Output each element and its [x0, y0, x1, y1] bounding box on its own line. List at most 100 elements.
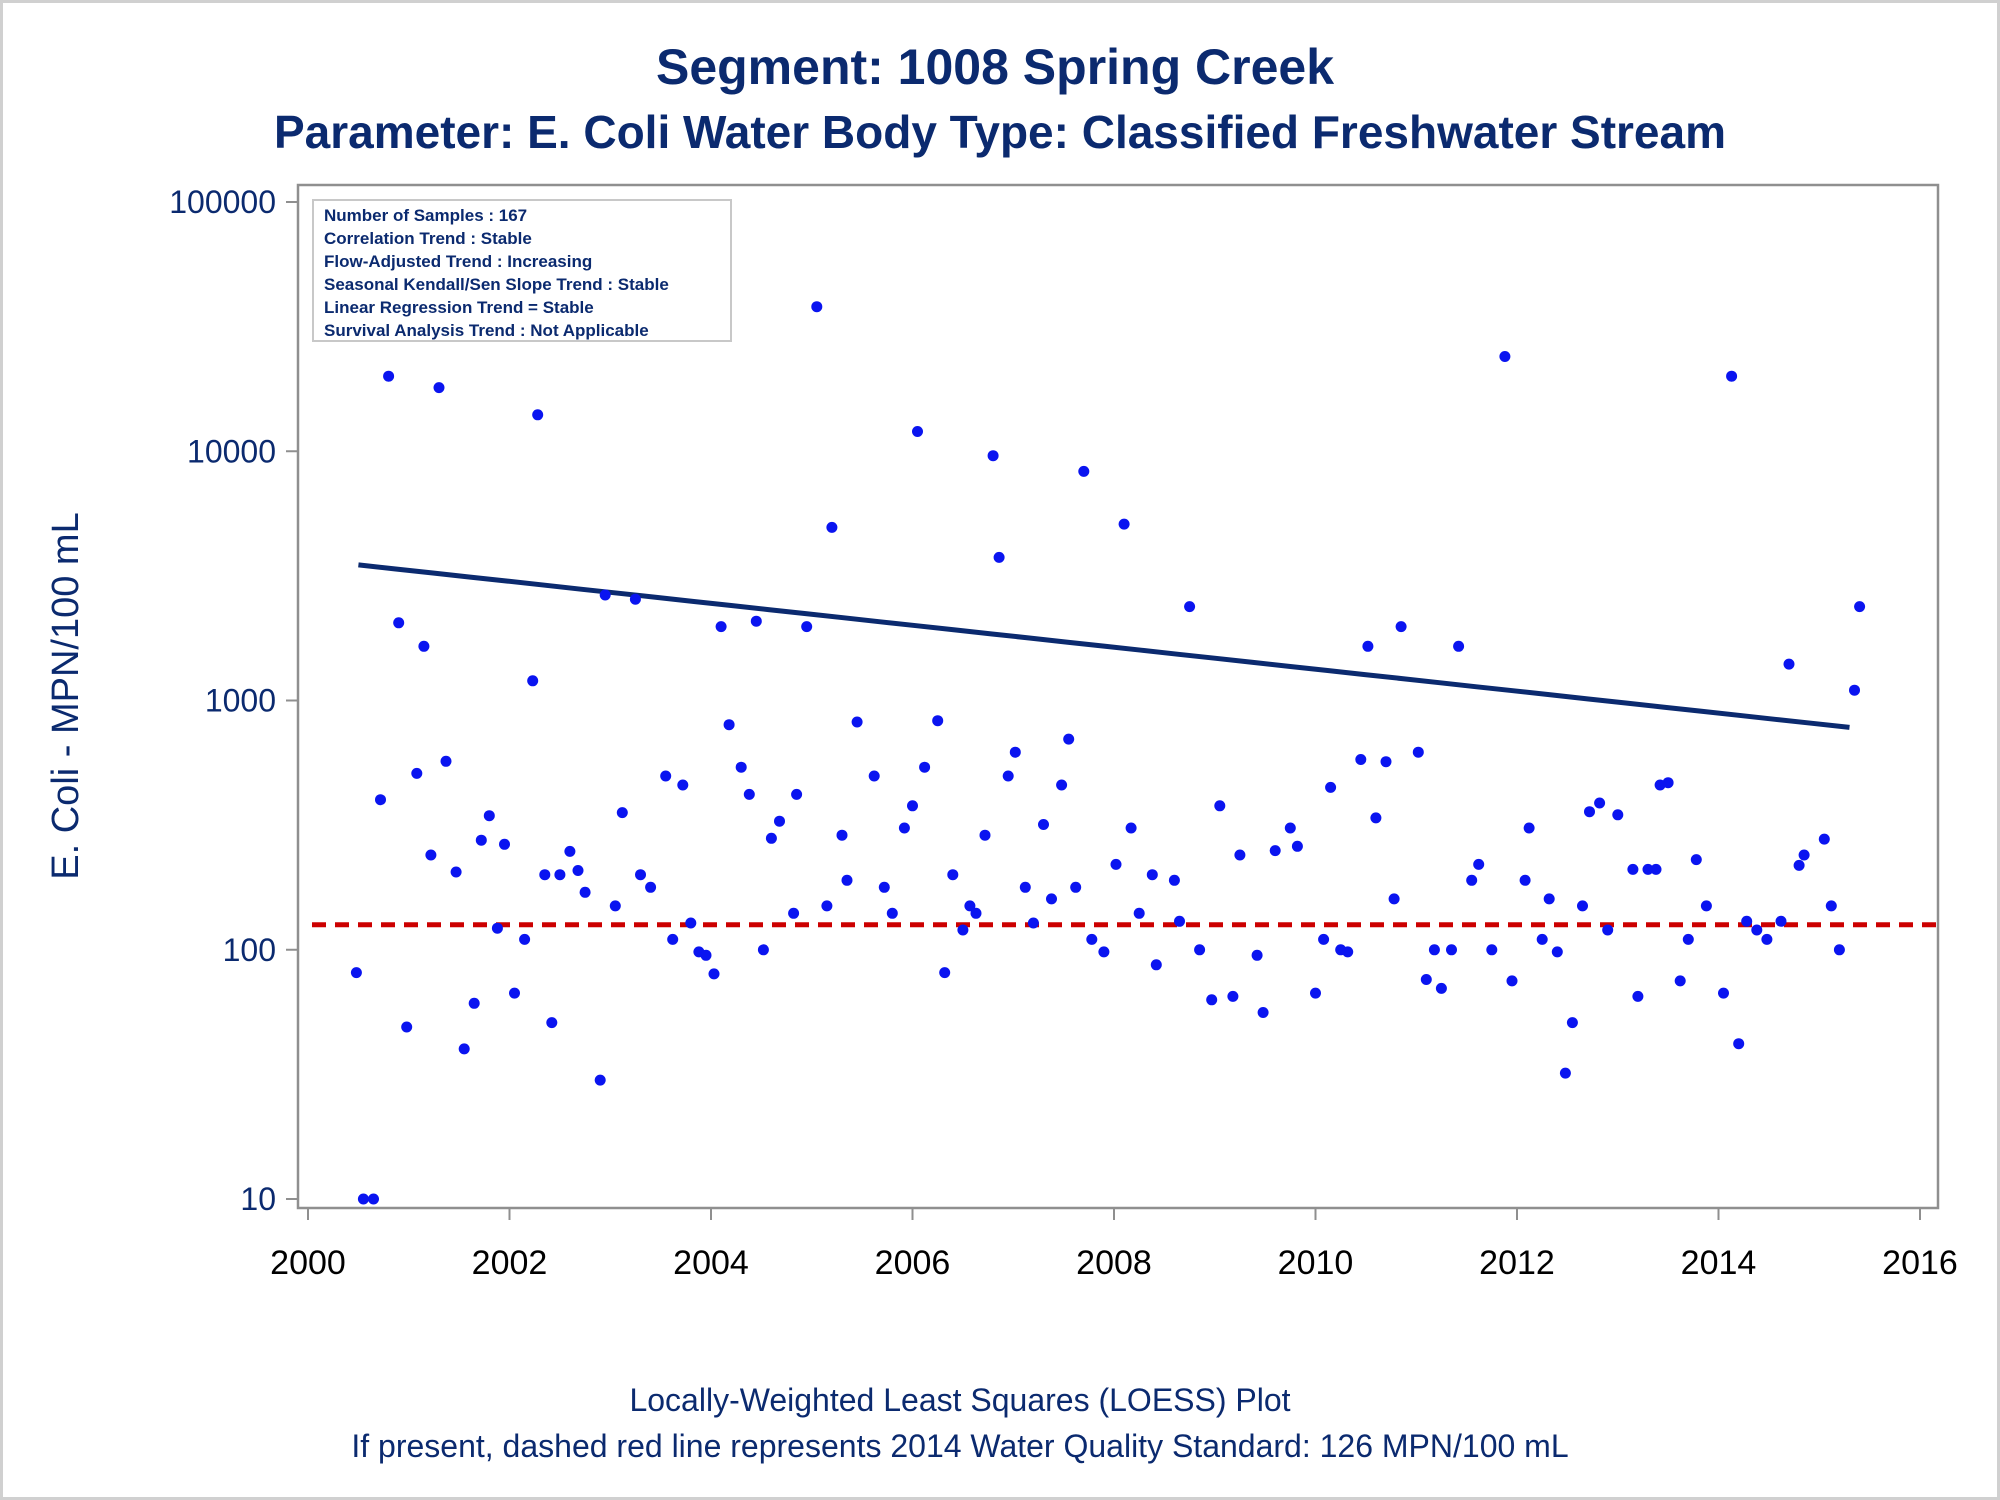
- data-point: [554, 869, 566, 881]
- y-axis: 10 100 1000 10000 100000: [169, 184, 298, 1217]
- data-point: [750, 615, 762, 627]
- data-point: [1783, 658, 1795, 670]
- data-point: [979, 829, 991, 841]
- data-point: [1584, 806, 1595, 818]
- data-point: [708, 968, 720, 980]
- data-point: [1566, 1017, 1578, 1029]
- data-point: [1775, 915, 1787, 927]
- data-point: [791, 788, 803, 800]
- data-point: [594, 1074, 606, 1086]
- stats-box-border: [312, 199, 732, 342]
- data-point: [1682, 933, 1694, 945]
- data-point: [743, 788, 755, 800]
- data-point: [468, 997, 480, 1009]
- data-point: [1519, 874, 1531, 886]
- data-point: [368, 1193, 379, 1205]
- data-point: [1019, 881, 1031, 893]
- data-point: [685, 917, 697, 929]
- data-point: [1284, 822, 1296, 834]
- plot-area: [296, 183, 1940, 1210]
- data-point: [774, 815, 785, 827]
- x-tick-label: 2006: [875, 1244, 951, 1282]
- data-point: [660, 770, 672, 782]
- data-point: [1700, 900, 1712, 912]
- data-point: [411, 767, 423, 779]
- data-point: [964, 900, 976, 912]
- data-point: [1146, 869, 1158, 881]
- data-point: [878, 881, 890, 893]
- data-point: [1632, 990, 1644, 1002]
- data-point: [1446, 944, 1457, 956]
- data-point: [851, 716, 863, 728]
- data-point: [1194, 944, 1206, 956]
- data-point: [1098, 946, 1110, 958]
- x-tick-label: 2008: [1076, 1244, 1152, 1282]
- data-point: [1269, 845, 1281, 857]
- data-point: [1078, 465, 1090, 477]
- data-point: [1251, 949, 1263, 961]
- data-point: [677, 779, 689, 791]
- data-point: [572, 865, 584, 876]
- data-point: [1435, 982, 1447, 994]
- data-point: [1388, 893, 1400, 905]
- data-point: [1174, 915, 1185, 927]
- data-point: [757, 944, 769, 956]
- data-point: [1086, 933, 1098, 945]
- data-point: [1761, 933, 1773, 945]
- data-point: [987, 450, 999, 462]
- data-point: [1473, 858, 1485, 870]
- data-point: [1063, 733, 1075, 745]
- data-point: [919, 761, 931, 773]
- data-point: [970, 907, 982, 919]
- data-point: [1612, 809, 1624, 821]
- data-point: [1206, 994, 1218, 1006]
- data-point: [532, 409, 544, 421]
- data-point: [425, 849, 437, 861]
- data-point: [1536, 933, 1548, 945]
- data-point: [375, 794, 386, 806]
- data-point: [1428, 944, 1440, 956]
- data-point: [826, 521, 838, 533]
- stat-linear-regression-trend: Linear Regression Trend = Stable: [324, 298, 594, 317]
- x-tick-label: 2010: [1278, 1244, 1354, 1282]
- data-point: [418, 640, 430, 652]
- data-point: [1594, 797, 1606, 809]
- data-point: [1726, 370, 1738, 382]
- data-point: [1342, 946, 1354, 958]
- data-point: [821, 900, 833, 912]
- y-tick-label: 1000: [205, 683, 276, 719]
- x-tick-label: 2000: [270, 1244, 346, 1282]
- data-point: [1370, 812, 1382, 824]
- data-point: [723, 719, 735, 731]
- data-point: [1257, 1007, 1269, 1018]
- data-point: [1602, 924, 1614, 936]
- data-point: [700, 949, 712, 961]
- data-point: [546, 1017, 558, 1029]
- data-point: [1833, 944, 1845, 956]
- data-point: [841, 874, 853, 886]
- data-point: [1150, 959, 1162, 971]
- data-point: [1234, 849, 1246, 861]
- data-point: [1559, 1067, 1571, 1079]
- data-point: [1741, 915, 1753, 927]
- data-point: [1227, 990, 1239, 1002]
- data-point: [1355, 754, 1367, 765]
- y-tick-label: 10000: [187, 433, 276, 469]
- data-point: [1466, 874, 1478, 886]
- x-axis: 2000 2002 2004 2006 2008 2010 2012 2014 2016: [270, 1208, 1958, 1282]
- data-point: [599, 589, 611, 601]
- data-point: [401, 1021, 413, 1033]
- data-point: [1506, 975, 1518, 987]
- data-point: [715, 621, 727, 633]
- data-point: [1009, 746, 1021, 758]
- data-point: [939, 967, 951, 979]
- data-point: [519, 933, 531, 945]
- data-point: [1523, 822, 1535, 834]
- data-point: [1543, 893, 1555, 905]
- data-point: [886, 907, 898, 919]
- data-point: [1420, 974, 1432, 985]
- stat-flow-adjusted-trend: Flow-Adjusted Trend : Increasing: [324, 252, 592, 271]
- data-point: [1380, 756, 1392, 768]
- data-point: [1751, 924, 1763, 936]
